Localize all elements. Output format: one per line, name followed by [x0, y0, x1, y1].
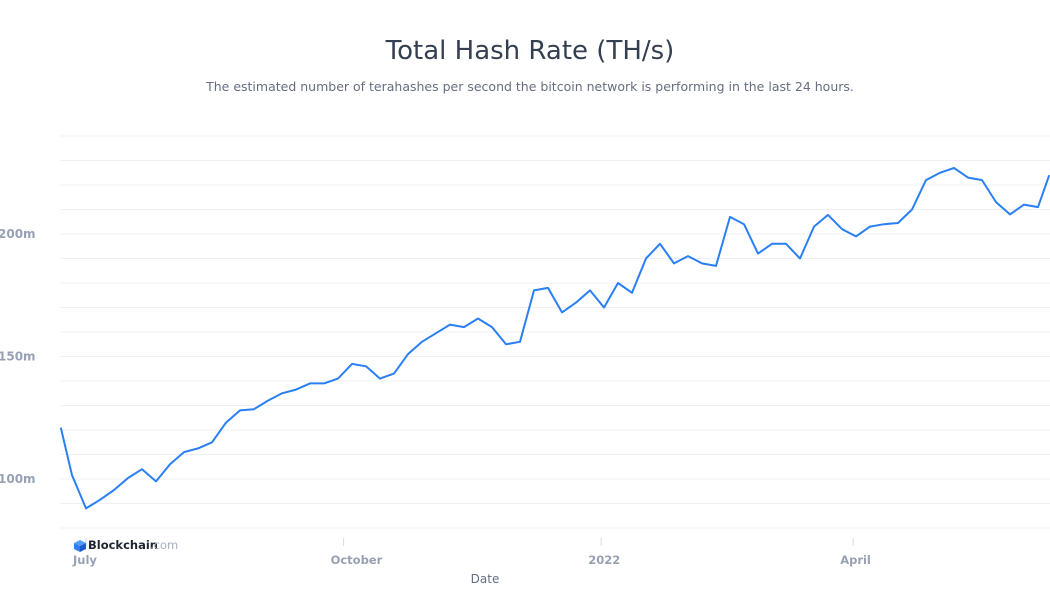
chart-subtitle: The estimated number of terahashes per s…: [206, 79, 854, 94]
grid-lines: [60, 135, 1050, 529]
chart-title: Total Hash Rate (TH/s): [385, 36, 675, 66]
blockchain-logo: Blockchain .com: [74, 538, 178, 552]
x-tick-label: July: [72, 553, 97, 567]
brand-name: Blockchain: [88, 538, 158, 552]
x-axis: July October 2022 April: [72, 538, 871, 567]
y-tick-label: 150m: [0, 350, 36, 364]
x-tick-label: April: [840, 553, 871, 567]
y-tick-label: 200m: [0, 227, 36, 241]
x-axis-title: Date: [471, 572, 500, 586]
x-tick-label: October: [331, 553, 383, 567]
brand-suffix: .com: [150, 538, 178, 552]
blockchain-cube-icon: [74, 540, 86, 552]
y-axis: 100m 150m 200m: [0, 227, 36, 486]
series-line: [59, 166, 1050, 510]
y-tick-label: 100m: [0, 472, 36, 486]
x-tick-label: 2022: [588, 553, 620, 567]
